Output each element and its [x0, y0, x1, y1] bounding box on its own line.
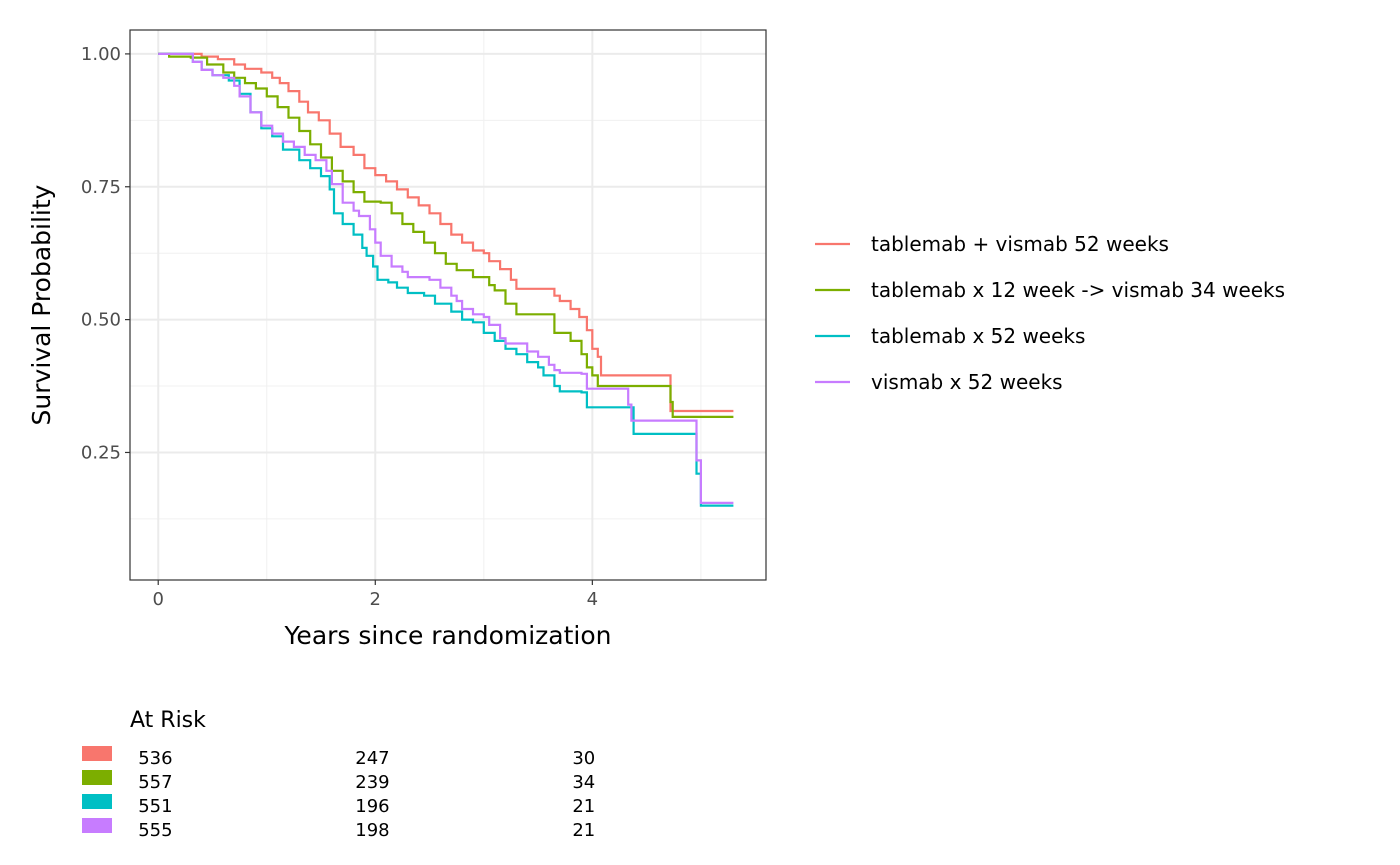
x-tick-label: 4	[587, 589, 598, 610]
y-tick-label: 0.75	[81, 177, 121, 198]
x-axis-title: Years since randomization	[283, 621, 611, 650]
at-risk-value: 21	[572, 820, 595, 841]
x-tick-label: 0	[152, 589, 163, 610]
survival-curve-3	[158, 52, 734, 507]
legend-label-3: tablemab x 52 weeks	[871, 324, 1085, 348]
at-risk-value: 196	[355, 796, 389, 817]
at-risk-value: 555	[138, 820, 172, 841]
survival-curve-4	[158, 52, 734, 504]
at-risk-swatch-4	[82, 818, 112, 833]
at-risk-swatch-1	[82, 746, 112, 761]
y-tick-label: 1.00	[81, 44, 121, 65]
y-tick-label: 0.50	[81, 310, 121, 331]
at-risk-value: 239	[355, 772, 389, 793]
at-risk-swatch-2	[82, 770, 112, 785]
y-axis-title: Survival Probability	[27, 184, 56, 425]
at-risk-swatch-3	[82, 794, 112, 809]
tick-layer: 0 2 4 0.25 0.50 0.75 1.00	[81, 44, 598, 610]
legend-label-4: vismab x 52 weeks	[871, 370, 1063, 394]
at-risk-value: 536	[138, 748, 172, 769]
grid-layer	[130, 30, 766, 580]
at-risk-value: 21	[572, 796, 595, 817]
at-risk-value: 198	[355, 820, 389, 841]
legend: tablemab + vismab 52 weeks tablemab x 12 …	[815, 232, 1285, 394]
at-risk-value: 34	[572, 772, 595, 793]
y-tick-label: 0.25	[81, 442, 121, 463]
panel-border	[129, 29, 767, 581]
survival-curve-1	[158, 52, 734, 413]
at-risk-value: 557	[138, 772, 172, 793]
legend-label-2: tablemab x 12 week -> vismab 34 weeks	[871, 278, 1285, 302]
at-risk-value: 30	[572, 748, 595, 769]
at-risk-table: 536 247 30 557 239 34 551 196 21 555 198 21	[82, 746, 595, 841]
at-risk-value: 551	[138, 796, 172, 817]
legend-label-1: tablemab + vismab 52 weeks	[871, 232, 1169, 256]
at-risk-value: 247	[355, 748, 389, 769]
survival-curve-2	[158, 52, 734, 418]
at-risk-title: At Risk	[130, 708, 206, 733]
x-tick-label: 2	[370, 589, 381, 610]
series-layer	[158, 52, 734, 507]
